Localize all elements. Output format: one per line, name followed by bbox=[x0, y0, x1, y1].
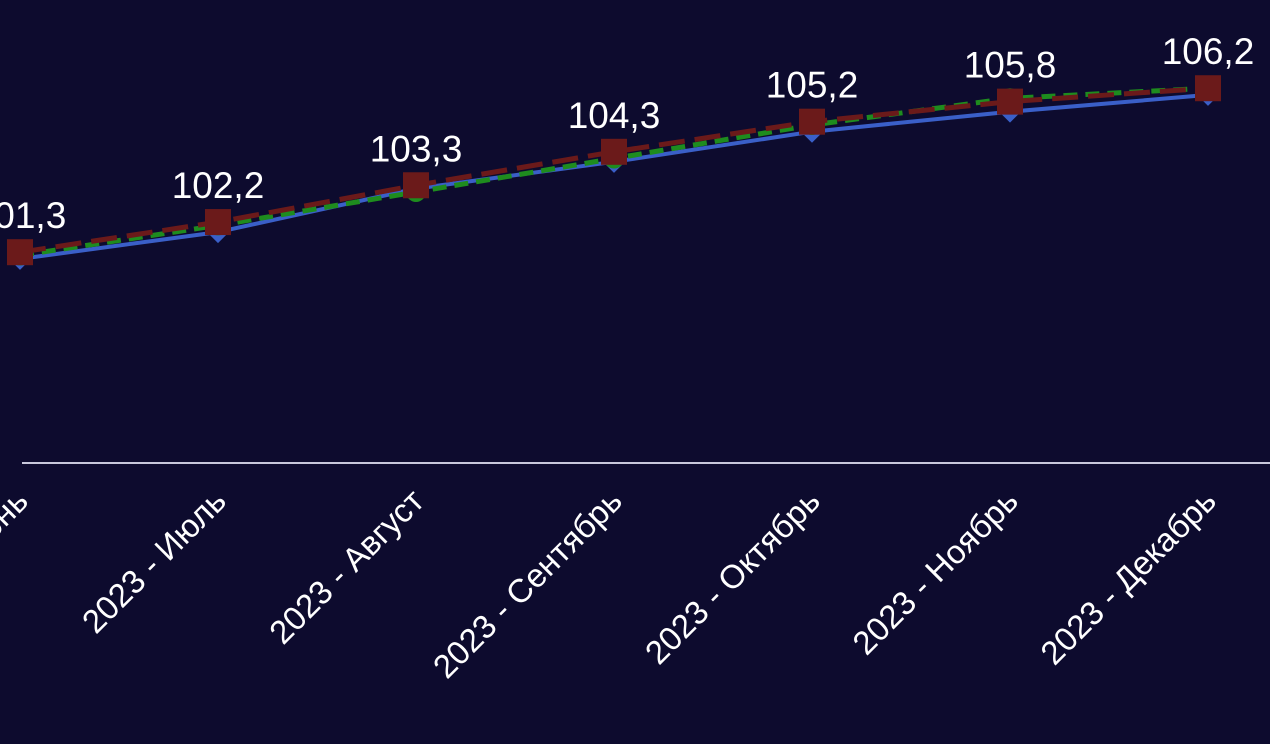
series-2-point-3 bbox=[601, 138, 627, 165]
data-label-6: 106,2 bbox=[1162, 31, 1255, 72]
data-label-5: 105,8 bbox=[964, 45, 1057, 86]
series-2-point-1 bbox=[205, 209, 231, 236]
data-label-1: 102,2 bbox=[172, 165, 265, 206]
series-2-point-5 bbox=[997, 88, 1023, 115]
data-label-0: 101,3 bbox=[0, 195, 66, 236]
data-label-layer: 101,3 102,2 103,3 104,3 105,2 105,8 106,2 bbox=[0, 31, 1254, 236]
series-2-point-0 bbox=[7, 239, 33, 266]
data-label-3: 104,3 bbox=[568, 95, 661, 136]
series-2-point-6 bbox=[1195, 75, 1221, 102]
data-label-4: 105,2 bbox=[766, 65, 859, 106]
series-2-point-2 bbox=[403, 172, 429, 199]
series-2-point-4 bbox=[799, 108, 825, 135]
series-2 bbox=[7, 75, 1221, 266]
data-label-2: 103,3 bbox=[370, 128, 463, 169]
series-layer bbox=[7, 75, 1221, 270]
